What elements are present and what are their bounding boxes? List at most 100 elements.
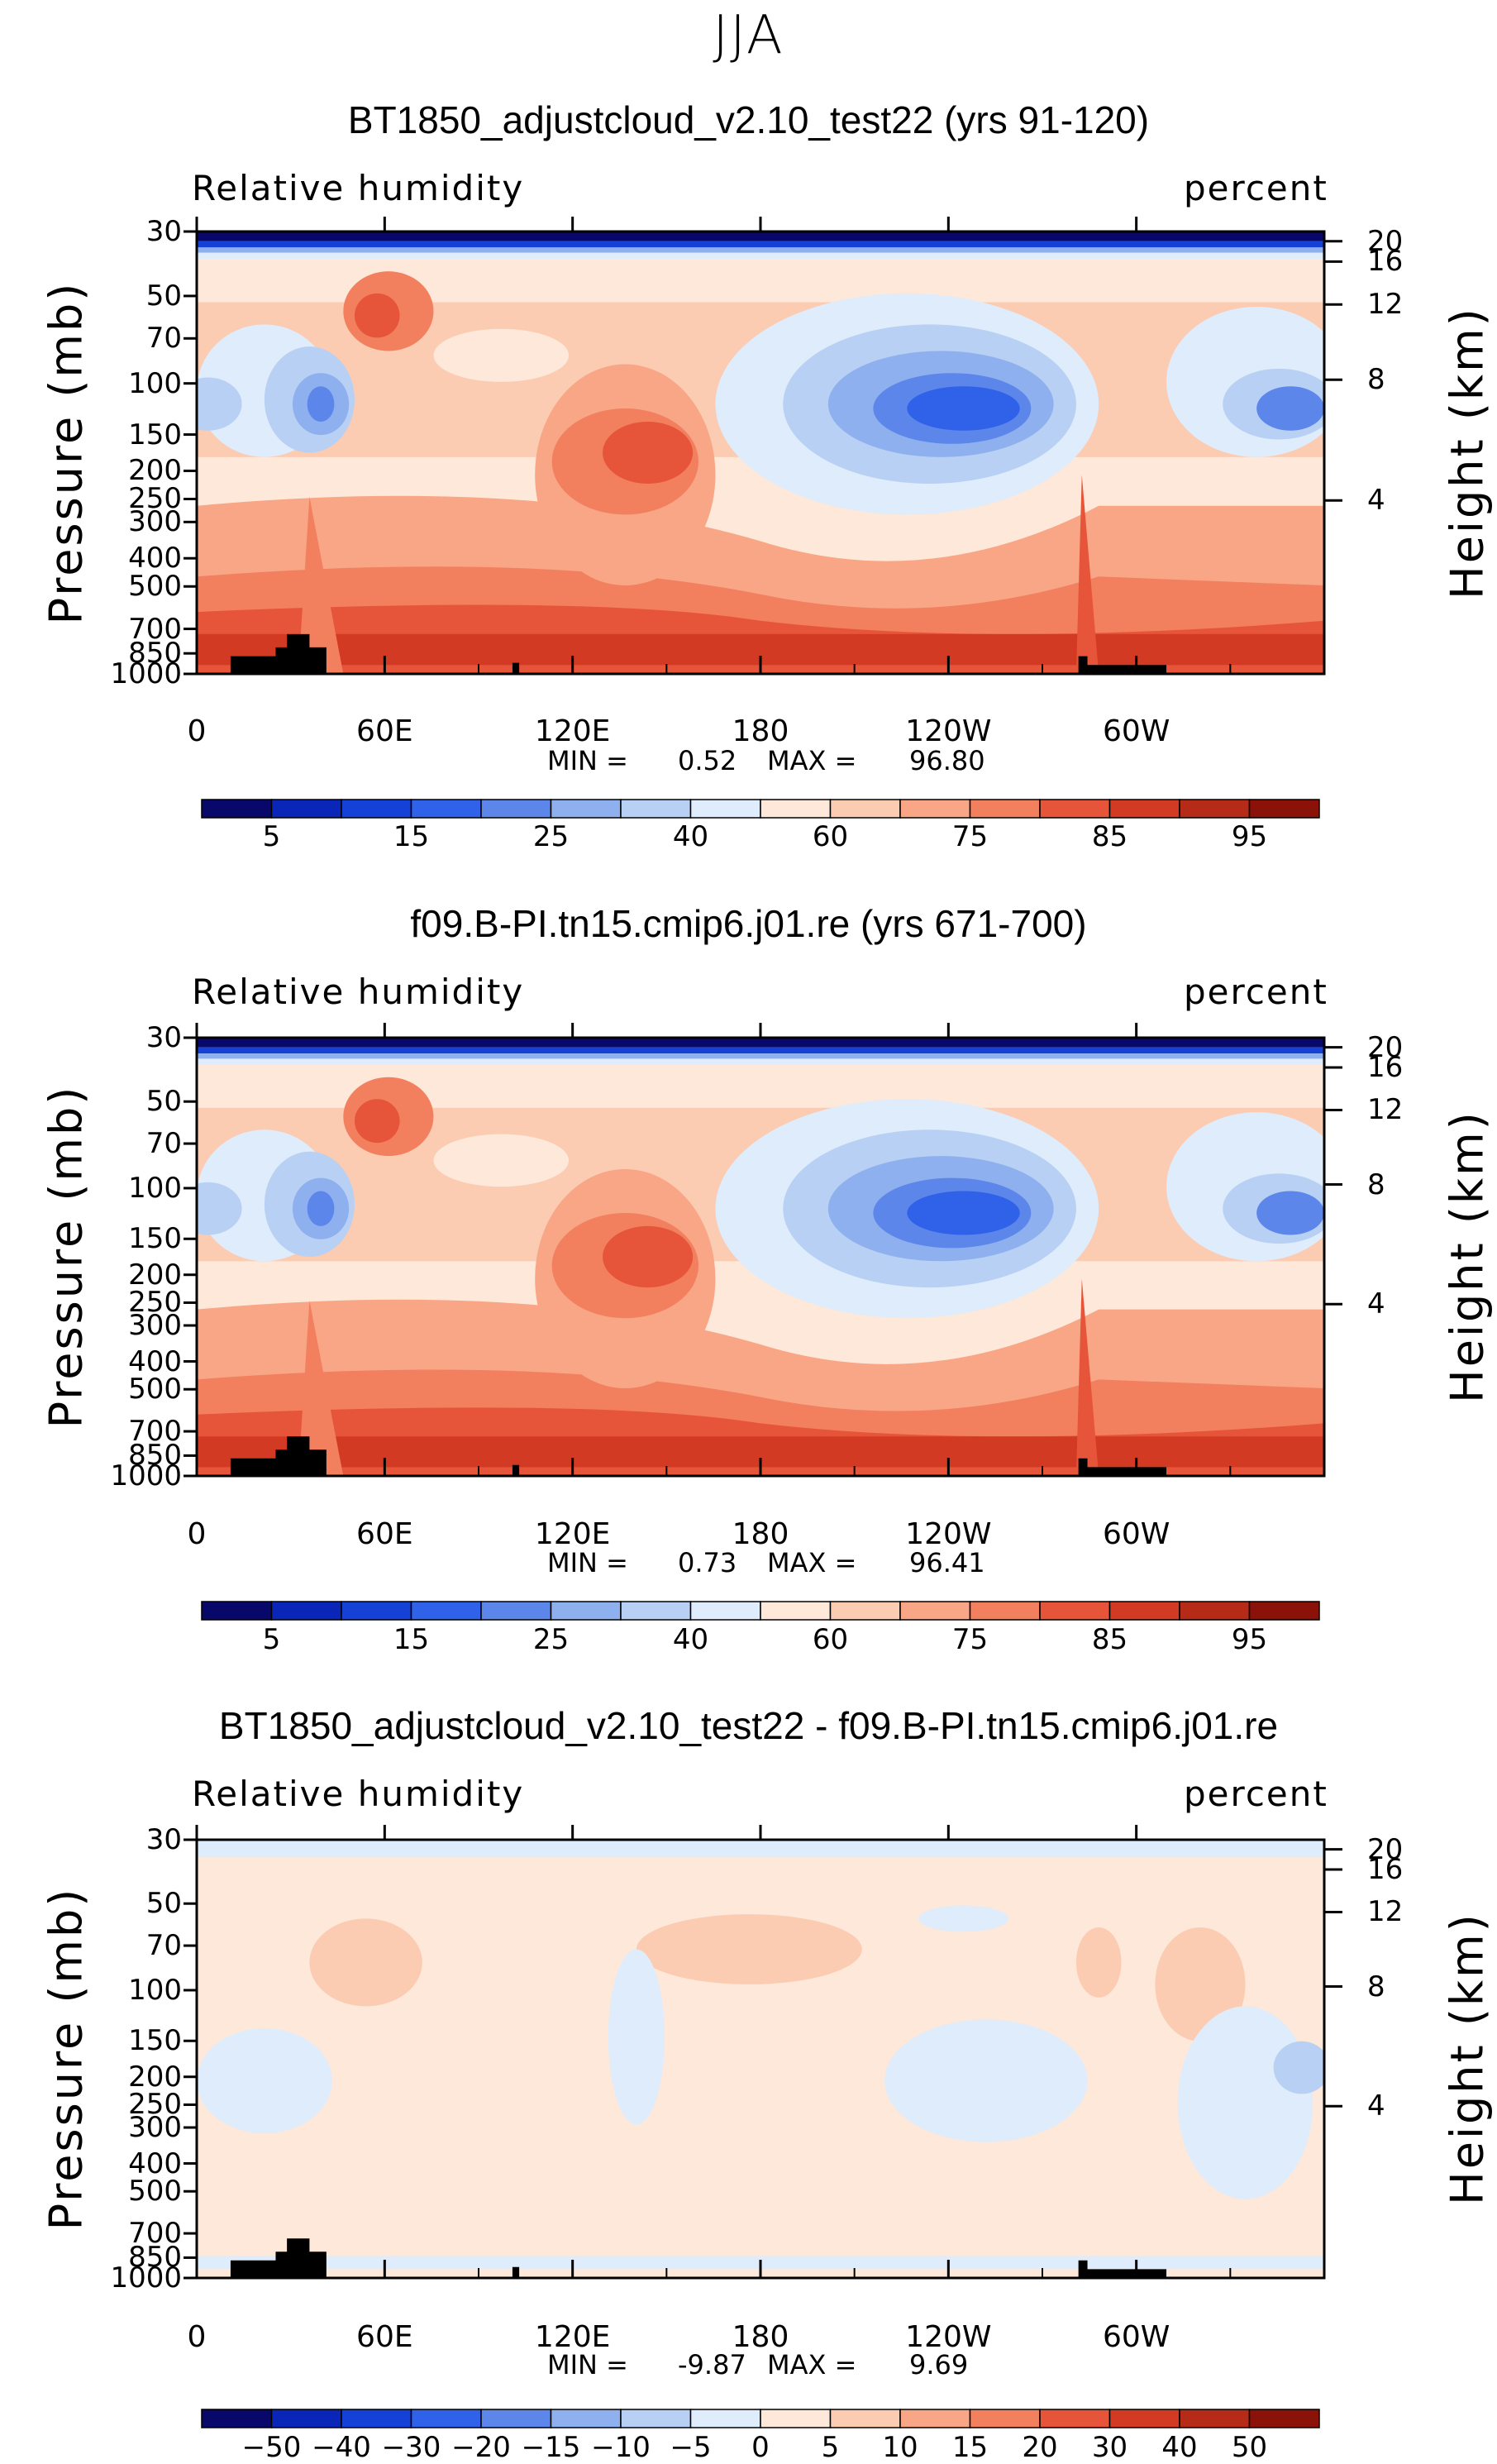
colorbar-swatch [760,2409,832,2428]
max-value: 96.41 [909,1547,985,1578]
y-axis-title: Pressure (mb) [40,280,93,624]
y-tick-label: 700 [128,612,182,646]
y-tick-label: 300 [128,1309,182,1343]
colorbar-swatch [829,1601,901,1621]
min-value: 0.73 [678,1547,737,1578]
y-tick-label: 400 [128,542,182,575]
colorbar-tick-label: 60 [812,820,849,853]
colorbar-swatch [410,799,482,819]
colorbar-tick-label: 25 [532,1623,570,1656]
y-tick-label: 250 [128,482,182,516]
colorbar-swatch [480,1601,552,1621]
max-value: 9.69 [909,2349,969,2380]
y-tick-label: 500 [128,570,182,604]
colorbar-tick-label: 25 [532,820,570,853]
colorbar-swatch [1039,1601,1111,1621]
contour-fill [603,1225,694,1288]
y-tick-label: 50 [145,1887,182,1921]
x-tick-label: 60W [1102,2320,1170,2354]
colorbar-swatch [201,799,273,819]
contour-fill [197,1047,1324,1054]
height-tick-label: 16 [1367,1051,1404,1085]
contour-field [197,1038,1324,1476]
colorbar-tick-label: 0 [751,2431,770,2464]
colorbar-swatch [410,1601,482,1621]
colorbar-swatch [760,799,832,819]
y-axis-title: Pressure (mb) [40,1886,93,2231]
colorbar-tick-label: 75 [951,820,989,853]
colorbar-swatch [1248,799,1320,819]
contour-fill [1075,1278,1099,1476]
colorbar-tick-label: 40 [672,820,709,853]
y-axis-right-title: Height (km) [1441,1110,1494,1403]
y-axis-right-title: Height (km) [1441,305,1494,599]
y-tick-label: 250 [128,2088,182,2122]
y-tick-label: 70 [145,322,182,356]
contour-fill [636,1914,862,1984]
x-tick-label: 180 [732,1517,789,1551]
field-label: Relative humidity [192,168,525,208]
y-tick-label: 500 [128,2175,182,2209]
y-tick-label: 200 [128,1258,182,1292]
colorbar-tick-label: −40 [312,2431,371,2464]
topography [230,1436,1167,1476]
colorbar-tick-label: 5 [821,2431,840,2464]
colorbar-tick-label: −20 [451,2431,511,2464]
height-tick-label: 12 [1367,288,1404,322]
colorbar-swatch [270,2409,342,2428]
x-tick-label: 120E [534,1517,611,1551]
contour-fill [918,1905,1009,1932]
contour-fill [354,293,400,338]
max-value: 96.80 [909,745,985,776]
y-tick-label: 150 [128,2024,182,2058]
panel-title: BT1850_adjustcloud_v2.10_test22 (yrs 91-… [347,98,1150,141]
y-tick-label: 30 [145,215,182,248]
y-tick-label: 400 [128,1344,182,1378]
colorbar-tick-label: 5 [262,820,281,853]
contour-fill [603,422,694,484]
colorbar-swatch [480,2409,552,2428]
colorbar-tick-label: 15 [951,2431,989,2464]
colorbar-tick-label: 40 [1161,2431,1198,2464]
colorbar-swatch [1039,2409,1111,2428]
y-tick-label: 850 [128,1439,182,1473]
contour-fill [1177,2006,1313,2199]
contour-fill [298,497,344,674]
contour-fill [1273,2041,1324,2094]
colorbar-swatch [410,2409,482,2428]
colorbar-swatch [689,1601,761,1621]
x-tick-label: 120W [905,2320,992,2354]
contour-fill [197,241,1324,248]
y-tick-label: 700 [128,1415,182,1449]
y-tick-label: 1000 [110,1459,182,1492]
colorbar-tick-label: −30 [381,2431,441,2464]
min-label: MIN = [547,1547,628,1578]
x-tick-label: 60W [1102,1517,1170,1551]
contour-fill [197,252,1324,260]
colorbar-swatch [969,1601,1041,1621]
colorbar-swatch [899,2409,971,2428]
colorbar-swatch [201,2409,273,2428]
x-tick-label: 180 [732,2320,789,2354]
panel-title: BT1850_adjustcloud_v2.10_test22 - f09.B-… [218,1704,1279,1747]
colorbar-tick-label: 95 [1231,820,1268,853]
contour-fill [608,1949,665,2125]
contour-fill [907,1191,1020,1235]
colorbar-swatch [899,799,971,819]
contour-fill [433,328,570,382]
contour-fill [433,1134,570,1187]
field-label: Relative humidity [192,972,525,1012]
colorbar-swatch [1108,2409,1180,2428]
colorbar-swatch [899,1601,971,1621]
contour-fill [197,2027,332,2134]
y-tick-label: 1000 [110,657,182,690]
min-value: 0.52 [678,745,737,776]
colorbar-swatch [689,799,761,819]
y-tick-label: 850 [128,637,182,671]
x-tick-label: 120W [905,1517,992,1551]
contour-fill [197,1053,1324,1059]
contour-fill [354,1099,400,1144]
y-tick-label: 500 [128,1373,182,1406]
field-background [197,1840,1324,2278]
colorbar-swatch [550,1601,622,1621]
